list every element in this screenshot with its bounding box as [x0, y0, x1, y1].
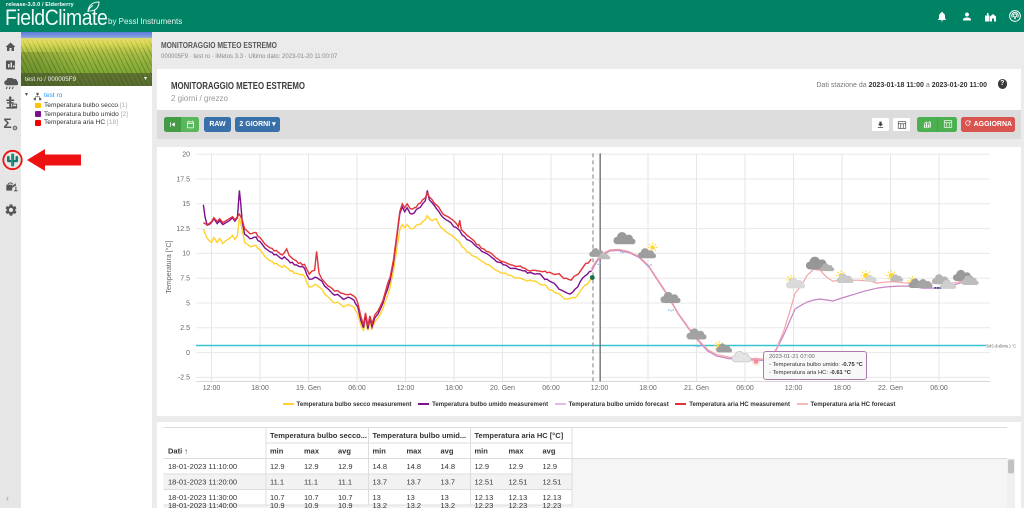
svg-text:10: 10 — [182, 251, 190, 258]
svg-text:Temperatura bulbo secco...: Temperatura bulbo secco... — [270, 431, 367, 440]
svg-text:Temperatura aria HC [°C]: Temperatura aria HC [°C] — [475, 431, 564, 440]
svg-text:13.2: 13.2 — [441, 501, 456, 508]
svg-text:10.9: 10.9 — [304, 501, 319, 508]
svg-text:15: 15 — [182, 201, 190, 208]
svg-text:avg: avg — [543, 447, 556, 456]
svg-text:7.5: 7.5 — [180, 276, 190, 283]
svg-text:max: max — [304, 447, 320, 456]
svg-text:18:00: 18:00 — [251, 385, 269, 392]
svg-text:13.7: 13.7 — [441, 478, 456, 487]
svg-text:12.13: 12.13 — [543, 493, 562, 502]
svg-text:20. Gen: 20. Gen — [490, 385, 515, 392]
svg-text:13: 13 — [441, 493, 449, 502]
svg-text:10.7: 10.7 — [338, 493, 353, 502]
svg-text:13.2: 13.2 — [373, 501, 388, 508]
svg-text:13.7: 13.7 — [407, 478, 422, 487]
svg-text:13: 13 — [373, 493, 381, 502]
svg-text:Temperatura [°C]: Temperatura [°C] — [165, 240, 173, 293]
svg-text:-2.5: -2.5 — [178, 375, 190, 382]
svg-text:min: min — [475, 447, 489, 456]
svg-text:Temperatura bulbo umid...: Temperatura bulbo umid... — [373, 431, 467, 440]
svg-text:11.1: 11.1 — [270, 478, 284, 487]
svg-text:12.9: 12.9 — [304, 462, 319, 471]
svg-text:max: max — [407, 447, 423, 456]
svg-text:12.13: 12.13 — [475, 493, 494, 502]
svg-text:10.9: 10.9 — [338, 501, 353, 508]
svg-text:18-01-2023 11:30:00: 18-01-2023 11:30:00 — [168, 493, 237, 502]
svg-text:06:00: 06:00 — [930, 385, 948, 392]
svg-text:12.9: 12.9 — [270, 462, 285, 471]
svg-text:12.9: 12.9 — [509, 462, 524, 471]
svg-text:min: min — [270, 447, 284, 456]
svg-text:12.51: 12.51 — [475, 478, 494, 487]
svg-text:14.8: 14.8 — [441, 462, 456, 471]
svg-text:Dati ↑: Dati ↑ — [168, 447, 188, 456]
svg-text:21. Gen: 21. Gen — [684, 385, 709, 392]
svg-text:10.7: 10.7 — [304, 493, 319, 502]
svg-text:22. Gen: 22. Gen — [878, 385, 903, 392]
svg-text:06:00: 06:00 — [348, 385, 366, 392]
svg-text:10.9: 10.9 — [270, 501, 285, 508]
svg-text:12.9: 12.9 — [543, 462, 558, 471]
svg-text:12.5: 12.5 — [176, 226, 190, 233]
svg-text:06:00: 06:00 — [542, 385, 560, 392]
svg-text:max: max — [509, 447, 525, 456]
svg-text:11.1: 11.1 — [304, 478, 318, 487]
svg-text:13: 13 — [407, 493, 415, 502]
svg-text:2.5: 2.5 — [180, 325, 190, 332]
svg-text:12.13: 12.13 — [509, 493, 528, 502]
svg-text:06:00: 06:00 — [736, 385, 754, 392]
svg-text:17.5: 17.5 — [176, 176, 190, 183]
svg-text:19. Gen: 19. Gen — [296, 385, 321, 392]
svg-text:18:00: 18:00 — [833, 385, 851, 392]
svg-text:18:00: 18:00 — [445, 385, 463, 392]
svg-text:0: 0 — [186, 350, 190, 357]
svg-text:18:00: 18:00 — [639, 385, 657, 392]
svg-text:12:00: 12:00 — [785, 385, 803, 392]
svg-text:min: min — [373, 447, 387, 456]
svg-text:12:00: 12:00 — [203, 385, 221, 392]
svg-text:18-01-2023 11:40:00: 18-01-2023 11:40:00 — [168, 501, 237, 508]
svg-text:12:00: 12:00 — [397, 385, 415, 392]
svg-text:12.23: 12.23 — [543, 501, 562, 508]
svg-text:5: 5 — [186, 300, 190, 307]
svg-text:avg: avg — [338, 447, 351, 456]
svg-text:14.8: 14.8 — [407, 462, 422, 471]
svg-text:12.23: 12.23 — [509, 501, 528, 508]
svg-text:avg: avg — [441, 447, 454, 456]
svg-text:12:00: 12:00 — [591, 385, 609, 392]
svg-text:12.9: 12.9 — [475, 462, 490, 471]
svg-text:18-01-2023 11:20:00: 18-01-2023 11:20:00 — [168, 478, 237, 487]
svg-text:11.1: 11.1 — [338, 478, 352, 487]
svg-text:13.2: 13.2 — [407, 501, 422, 508]
svg-text:SMS di allerta 1 °C: SMS di allerta 1 °C — [986, 343, 1017, 348]
svg-text:12.9: 12.9 — [338, 462, 353, 471]
svg-text:12.51: 12.51 — [509, 478, 528, 487]
svg-text:20: 20 — [182, 152, 190, 159]
svg-text:10.7: 10.7 — [270, 493, 285, 502]
svg-text:13.7: 13.7 — [373, 478, 388, 487]
svg-text:12.23: 12.23 — [475, 501, 494, 508]
svg-text:12.51: 12.51 — [543, 478, 562, 487]
svg-text:14.8: 14.8 — [373, 462, 388, 471]
svg-text:18-01-2023 11:10:00: 18-01-2023 11:10:00 — [168, 462, 237, 471]
